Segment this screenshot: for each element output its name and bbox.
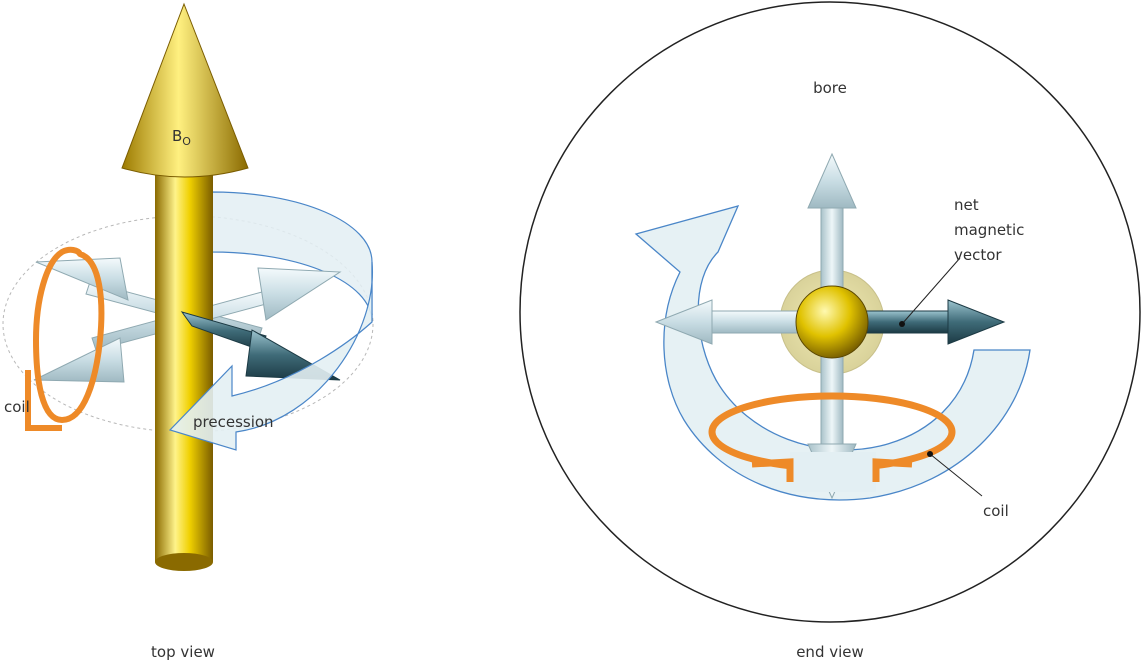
vector-head-upper-left — [35, 257, 129, 301]
b0-label: BO — [172, 127, 191, 148]
b0-cone — [121, 2, 249, 178]
vector-callout-dot — [899, 321, 905, 327]
vector-head-lower-left — [33, 337, 125, 383]
vector-head-upper-right — [257, 267, 342, 321]
vector-head-left — [654, 299, 713, 345]
coil-callout-line — [929, 453, 983, 497]
bore-label: bore — [813, 79, 847, 97]
precession-ribbon-end — [634, 205, 1031, 501]
coil-end-label: coil — [983, 502, 1009, 520]
end-view: bore net magnetic — [519, 1, 1141, 661]
precession-ribbon-front — [168, 261, 374, 451]
end-view-caption: end view — [796, 643, 864, 661]
top-view: BO precession coil top view — [2, 2, 374, 661]
coil-callout-dot — [927, 451, 933, 457]
net-vector-end-head — [947, 299, 1006, 345]
center-ball — [795, 285, 869, 359]
coil-top — [32, 246, 105, 424]
coil-end-lead-left — [751, 458, 794, 482]
coil-top-lead — [25, 370, 62, 431]
b0-shaft — [155, 172, 213, 562]
vector-head-up — [807, 152, 857, 209]
vector-callout-line — [901, 257, 961, 325]
vector-label: net magnetic vector — [954, 196, 1029, 264]
coil-top-label: coil — [4, 398, 30, 416]
coil-end-lead-right — [872, 458, 913, 482]
b0-field-arrow: BO — [121, 2, 249, 571]
top-view-caption: top view — [151, 643, 215, 661]
precession-label: precession — [193, 413, 274, 431]
